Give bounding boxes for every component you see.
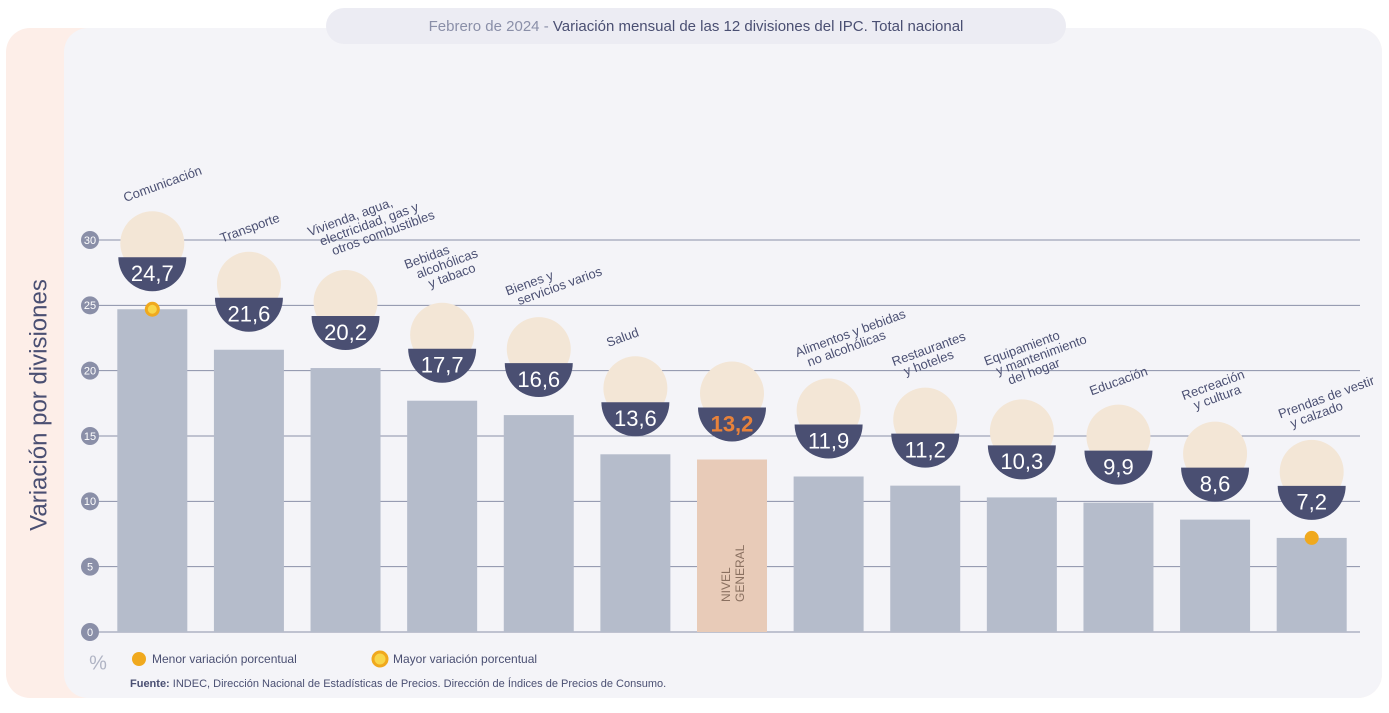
y-tick-label: 5: [87, 562, 93, 574]
title-separator: -: [540, 18, 553, 35]
bar: [986, 497, 1057, 632]
value-badge: [698, 407, 766, 442]
source-label: Fuente:: [130, 678, 170, 690]
bar: [890, 485, 961, 632]
value-label: 13,6: [614, 406, 657, 431]
y-tick-badge: [81, 231, 99, 249]
y-tick-label: 10: [84, 496, 96, 508]
value-label: 21,6: [228, 302, 271, 327]
bar: [310, 368, 381, 632]
value-badge: [1277, 485, 1346, 520]
legend-marker: [132, 652, 146, 666]
value-badge: [1084, 450, 1153, 485]
source-text: INDEC, Dirección Nacional de Estadística…: [173, 677, 666, 690]
value-label: 10,3: [1000, 449, 1043, 474]
y-tick-label: 15: [84, 431, 96, 443]
y-tick-label: 30: [84, 235, 96, 247]
y-tick-badge: [81, 557, 99, 576]
bar: [697, 459, 767, 632]
value-badge: [504, 363, 573, 398]
value-label: 9,9: [1103, 454, 1134, 479]
category-line: NIVEL: [719, 567, 733, 602]
bar: [1276, 537, 1347, 632]
legend-marker: [371, 650, 389, 668]
value-badge: [214, 297, 283, 332]
title-date: Febrero de 2024: [429, 18, 540, 35]
title-text: Variación mensual de las 12 divisiones d…: [553, 18, 964, 35]
y-tick-badge: [81, 623, 99, 641]
title-pill: [326, 8, 1066, 44]
value-label: 11,9: [808, 428, 849, 453]
value-label: 13,2: [711, 411, 754, 436]
y-tick-badge: [81, 492, 99, 511]
value-badge: [891, 433, 960, 468]
value-badge: [1181, 467, 1250, 502]
chart-title: Febrero de 2024 - Variación mensual de l…: [429, 18, 964, 35]
value-label: 24,7: [131, 261, 174, 286]
bar: [600, 454, 671, 632]
legend-label: Mayor variación porcentual: [393, 652, 537, 666]
value-label: 8,6: [1200, 471, 1231, 496]
legend-label: Menor variación porcentual: [152, 652, 297, 666]
y-tick-badge: [81, 427, 99, 445]
y-tick-label: 0: [87, 627, 93, 639]
category-label: NIVELGENERAL: [719, 544, 747, 602]
bar: [1083, 502, 1154, 632]
bar: [213, 349, 284, 632]
bar: [1180, 519, 1251, 632]
value-badge: [118, 257, 187, 292]
y-tick-badge: [81, 361, 99, 380]
min-marker: [1304, 530, 1319, 545]
value-badge: [987, 445, 1056, 480]
source: Fuente: INDEC, Dirección Nacional de Est…: [130, 677, 666, 690]
y-axis-label: Variación por divisiones: [25, 279, 52, 531]
value-label: 11,2: [905, 437, 946, 462]
y-unit: %: [89, 652, 107, 674]
bar: [407, 400, 478, 632]
y-tick-badge: [81, 296, 99, 315]
y-tick-label: 25: [84, 300, 96, 312]
value-badge: [408, 348, 477, 383]
category-line: GENERAL: [733, 544, 747, 602]
value-badge: [794, 424, 863, 459]
value-label: 16,6: [517, 367, 560, 392]
bar: [793, 476, 864, 632]
value-badge: [601, 402, 670, 437]
y-tick-label: 20: [84, 366, 96, 378]
bar: [117, 309, 188, 632]
value-badge: [311, 316, 380, 351]
bar: [503, 415, 574, 632]
value-label: 7,2: [1296, 490, 1327, 515]
value-label: 17,7: [421, 353, 464, 378]
value-label: 20,2: [324, 320, 367, 345]
max-marker: [144, 301, 160, 317]
